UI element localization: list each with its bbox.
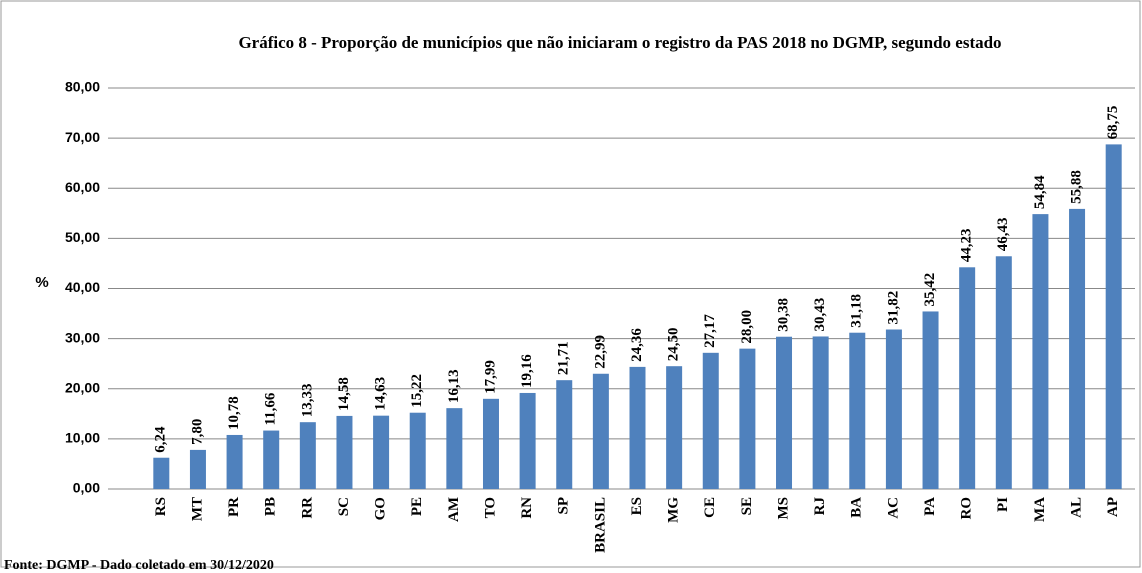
y-tick-label: 50,00 (65, 229, 100, 245)
x-tick-label: CE (702, 497, 718, 518)
bar (592, 373, 609, 489)
bar (556, 380, 573, 489)
x-tick-label: MS (775, 497, 791, 520)
x-tick-label: PI (995, 497, 1011, 512)
x-tick-label: PA (922, 497, 938, 516)
y-tick-label: 60,00 (65, 179, 100, 195)
bar (702, 352, 719, 489)
x-tick-label: TO (482, 497, 498, 518)
value-label: 27,17 (702, 314, 718, 348)
bar (226, 434, 243, 489)
value-label: 10,78 (226, 396, 242, 430)
x-tick-label: PB (263, 497, 279, 516)
bar (922, 311, 939, 489)
bar (739, 348, 756, 489)
bar (666, 366, 683, 489)
x-tick-label: MG (666, 497, 682, 523)
x-tick-label: AL (1068, 497, 1084, 518)
x-tick-label: MA (1032, 497, 1048, 522)
value-label: 31,82 (885, 291, 901, 325)
bar (409, 412, 426, 489)
x-tick-label: SE (739, 497, 755, 515)
x-tick-label: AP (1105, 497, 1121, 517)
x-tick-label: GO (373, 497, 389, 520)
bar (995, 256, 1012, 489)
x-tick-label: AC (885, 497, 901, 519)
x-tick-label: ES (629, 497, 645, 515)
x-tick-label: BA (849, 497, 865, 518)
value-label: 54,84 (1032, 175, 1048, 209)
x-tick-label: RO (959, 497, 975, 520)
value-label: 35,42 (922, 273, 938, 307)
bar (1069, 208, 1086, 490)
bar (776, 336, 793, 489)
value-label: 11,66 (263, 392, 279, 425)
chart-title: Gráfico 8 - Proporção de municípios que … (238, 33, 1002, 52)
y-tick-label: 70,00 (65, 129, 100, 145)
bar (1032, 214, 1049, 489)
value-label: 46,43 (995, 218, 1011, 252)
value-label: 24,50 (666, 327, 682, 361)
bar (849, 332, 866, 489)
x-tick-label: MT (189, 497, 205, 521)
bar (336, 415, 353, 489)
x-tick-label: PE (409, 497, 425, 516)
x-tick-label: RJ (812, 497, 828, 516)
x-tick-label: RS (153, 497, 169, 516)
y-axis-label: % (35, 274, 48, 291)
value-label: 19,16 (519, 354, 535, 388)
value-label: 21,71 (556, 341, 572, 375)
bar (299, 422, 316, 489)
bar (446, 408, 463, 489)
bar (519, 392, 536, 489)
bar (812, 336, 829, 489)
value-label: 16,13 (446, 369, 462, 403)
bar (263, 430, 280, 489)
bar (482, 398, 499, 489)
value-label: 22,99 (592, 335, 608, 369)
value-label: 13,33 (299, 383, 315, 417)
value-label: 14,63 (373, 377, 389, 411)
y-tick-label: 0,00 (73, 480, 100, 496)
bar (629, 366, 646, 489)
x-tick-label: SP (556, 497, 572, 515)
value-label: 28,00 (739, 310, 755, 344)
x-tick-label: BRASIL (592, 497, 608, 553)
value-label: 24,36 (629, 328, 645, 362)
y-tick-label: 80,00 (65, 79, 100, 95)
value-label: 14,58 (336, 377, 352, 411)
bar (373, 415, 390, 489)
value-label: 31,18 (849, 294, 865, 328)
bar (1105, 144, 1122, 489)
y-tick-label: 40,00 (65, 279, 100, 295)
y-tick-label: 30,00 (65, 329, 100, 345)
bar (189, 449, 206, 489)
y-tick-label: 20,00 (65, 379, 100, 395)
value-label: 44,23 (959, 229, 975, 263)
x-tick-label: RR (299, 497, 315, 519)
value-label: 55,88 (1068, 170, 1084, 204)
value-label: 30,38 (775, 298, 791, 332)
value-label: 68,75 (1105, 106, 1121, 140)
y-tick-label: 10,00 (65, 430, 100, 446)
value-label: 7,80 (189, 419, 205, 445)
x-tick-label: AM (446, 497, 462, 522)
x-tick-label: PR (226, 497, 242, 517)
value-label: 15,22 (409, 374, 425, 408)
source-note: Fonte: DGMP - Dado coletado em 30/12/202… (4, 558, 274, 573)
bar (885, 329, 902, 489)
value-label: 6,24 (153, 426, 169, 453)
x-tick-label: RN (519, 497, 535, 519)
bar (959, 267, 976, 489)
x-tick-label: SC (336, 497, 352, 516)
bar (153, 457, 170, 489)
value-label: 30,43 (812, 298, 828, 332)
value-label: 17,99 (482, 360, 498, 394)
